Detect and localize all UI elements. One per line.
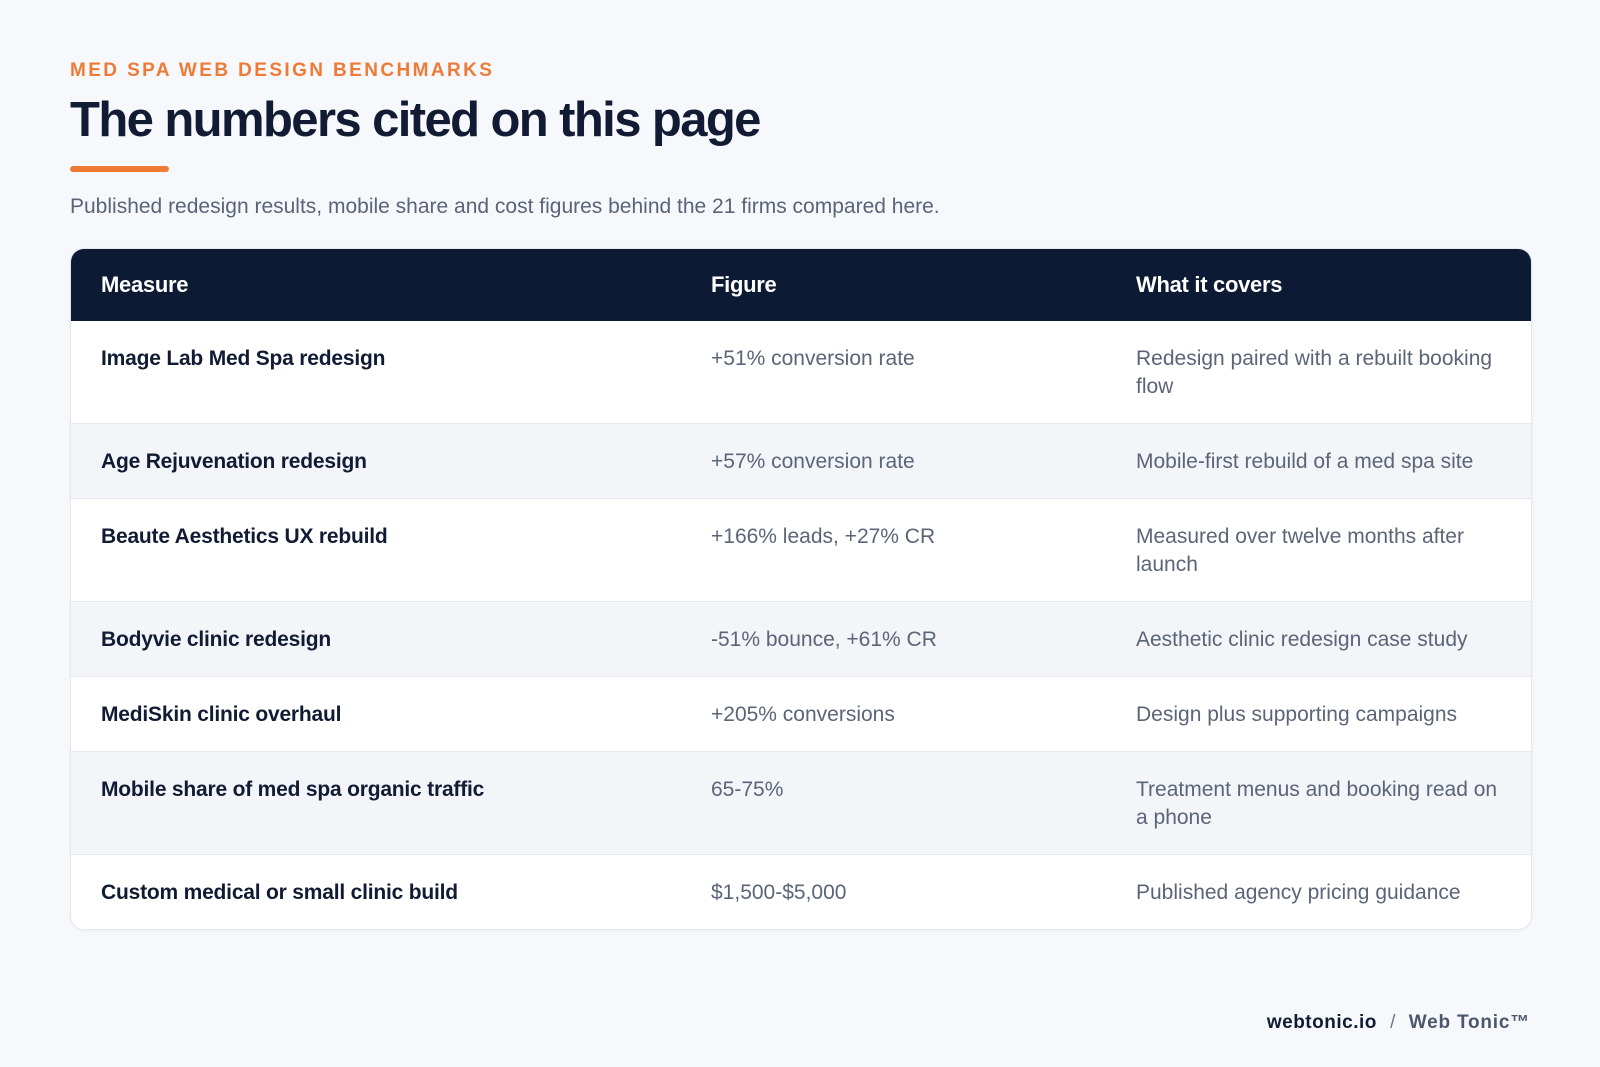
cell-measure: Image Lab Med Spa redesign — [101, 347, 386, 370]
footer-separator: / — [1390, 1012, 1396, 1033]
table-row: Beaute Aesthetics UX rebuild +166% leads… — [71, 498, 1531, 602]
cell-measure: Age Rejuvenation redesign — [101, 450, 367, 473]
cell-figure: +205% conversions — [711, 703, 895, 726]
cell-measure: MediSkin clinic overhaul — [101, 703, 342, 726]
cell-measure: Bodyvie clinic redesign — [101, 628, 331, 651]
column-header-figure: Figure — [711, 272, 777, 297]
column-header-measure: Measure — [101, 272, 189, 297]
cell-covers: Design plus supporting campaigns — [1136, 703, 1458, 726]
cell-figure: +166% leads, +27% CR — [711, 525, 936, 548]
cell-figure: 65-75% — [711, 778, 784, 801]
footer-domain: webtonic.io — [1266, 1012, 1377, 1033]
cell-figure: -51% bounce, +61% CR — [711, 628, 937, 651]
table-row: Age Rejuvenation redesign +57% conversio… — [71, 423, 1531, 499]
cell-figure: +51% conversion rate — [711, 347, 915, 370]
cell-covers: Redesign paired with a rebuilt booking f… — [1136, 347, 1493, 398]
cell-measure: Custom medical or small clinic build — [101, 881, 458, 904]
footer-credit: webtonic.io / Web Tonic™ — [1267, 1012, 1530, 1034]
table-header-row: Measure Figure What it covers — [71, 249, 1531, 321]
cell-covers: Mobile-first rebuild of a med spa site — [1136, 450, 1474, 473]
table-row: Image Lab Med Spa redesign +51% conversi… — [71, 321, 1531, 424]
table-row: Bodyvie clinic redesign -51% bounce, +61… — [71, 601, 1531, 677]
table-body: Image Lab Med Spa redesign +51% conversi… — [71, 321, 1531, 929]
column-header-covers: What it covers — [1136, 272, 1283, 297]
title-underline — [70, 166, 169, 172]
table-row: Mobile share of med spa organic traffic … — [71, 751, 1531, 855]
cell-figure: $1,500-$5,000 — [711, 881, 847, 904]
table-row: Custom medical or small clinic build $1,… — [71, 854, 1531, 930]
cell-covers: Treatment menus and booking read on a ph… — [1136, 778, 1498, 829]
page-title: The numbers cited on this page — [70, 93, 761, 147]
cell-covers: Aesthetic clinic redesign case study — [1136, 628, 1468, 651]
table-row: MediSkin clinic overhaul +205% conversio… — [71, 676, 1531, 752]
cell-measure: Beaute Aesthetics UX rebuild — [101, 525, 388, 548]
cell-figure: +57% conversion rate — [711, 450, 915, 473]
eyebrow-label: MED SPA WEB DESIGN BENCHMARKS — [70, 60, 495, 81]
page-subtitle: Published redesign results, mobile share… — [70, 195, 940, 218]
table-header: Measure Figure What it covers — [71, 249, 1531, 321]
footer-brand: Web Tonic™ — [1408, 1012, 1530, 1033]
benchmarks-table: Measure Figure What it covers Image Lab … — [71, 249, 1531, 929]
cell-measure: Mobile share of med spa organic traffic — [101, 778, 485, 801]
cell-covers: Measured over twelve months after launch — [1136, 525, 1464, 576]
cell-covers: Published agency pricing guidance — [1136, 881, 1461, 904]
benchmarks-table-card: Measure Figure What it covers Image Lab … — [70, 248, 1532, 930]
